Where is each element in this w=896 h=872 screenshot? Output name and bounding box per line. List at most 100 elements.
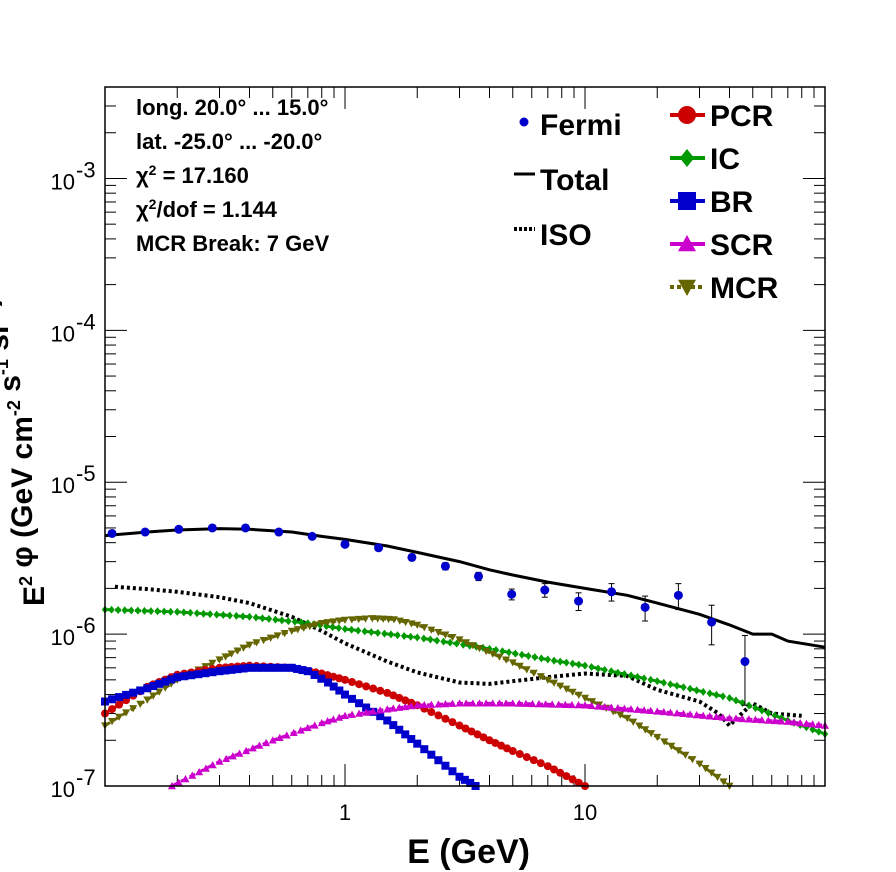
plot-frame bbox=[104, 86, 826, 787]
marker-triangle-up bbox=[242, 746, 251, 755]
marker-triangle-up bbox=[448, 699, 457, 707]
marker-diamond bbox=[128, 606, 135, 615]
marker-diamond bbox=[265, 614, 273, 623]
fermi-marker bbox=[740, 657, 750, 667]
marker-square bbox=[239, 664, 248, 673]
marker-triangle-up bbox=[181, 774, 190, 783]
marker-diamond bbox=[588, 663, 595, 672]
marker-diamond bbox=[394, 631, 401, 640]
marker-diamond bbox=[233, 611, 240, 620]
legend-label: Fermi bbox=[540, 109, 622, 142]
marker-triangle-up bbox=[607, 703, 616, 711]
marker-triangle-down bbox=[305, 623, 314, 631]
legend-item-pcr: PCR bbox=[670, 100, 774, 133]
fermi-marker bbox=[507, 589, 517, 599]
marker-triangle-down bbox=[434, 629, 443, 637]
marker-triangle-down bbox=[678, 279, 696, 296]
fermi-marker bbox=[107, 528, 117, 538]
marker-triangle-up bbox=[228, 752, 237, 760]
marker-circle bbox=[395, 693, 404, 702]
marker-diamond bbox=[518, 650, 526, 659]
marker-diamond bbox=[272, 615, 279, 624]
marker-triangle-up bbox=[348, 710, 357, 718]
fermi-point bbox=[640, 595, 650, 622]
marker-triangle-down bbox=[287, 627, 296, 635]
marker-diamond bbox=[706, 689, 713, 698]
marker-diamond bbox=[252, 613, 260, 622]
marker-circle bbox=[515, 750, 524, 759]
fermi-point bbox=[374, 543, 384, 553]
marker-diamond bbox=[246, 612, 253, 621]
marker-triangle-up bbox=[188, 771, 197, 779]
marker-square bbox=[167, 675, 176, 684]
marker-circle bbox=[362, 682, 371, 691]
marker-triangle-up bbox=[554, 700, 563, 708]
marker-diamond bbox=[557, 657, 564, 666]
marker-square bbox=[678, 192, 696, 210]
marker-triangle-down bbox=[273, 632, 282, 640]
marker-square bbox=[389, 721, 398, 730]
series-line bbox=[114, 584, 802, 729]
marker-diamond bbox=[499, 647, 506, 656]
marker-triangle-down bbox=[354, 615, 363, 624]
marker-diamond bbox=[427, 635, 434, 644]
marker-triangle-down bbox=[568, 688, 577, 696]
marker-square bbox=[448, 767, 457, 776]
marker-diamond bbox=[550, 656, 558, 665]
marker-circle bbox=[341, 675, 349, 684]
marker-triangle-up bbox=[395, 703, 404, 711]
marker-diamond bbox=[206, 610, 214, 619]
marker-triangle-up bbox=[705, 712, 714, 720]
marker-triangle-up bbox=[482, 699, 491, 707]
marker-triangle-down bbox=[293, 626, 302, 634]
marker-triangle-down bbox=[556, 682, 565, 690]
marker-diamond bbox=[745, 701, 753, 710]
marker-triangle-down bbox=[482, 647, 491, 656]
legend: Fermi Total ISO PCR IC BR SCR MCR bbox=[514, 100, 779, 305]
fermi-point bbox=[474, 571, 484, 582]
marker-diamond bbox=[180, 608, 188, 617]
marker-triangle-down bbox=[653, 733, 662, 742]
marker-square bbox=[194, 670, 203, 679]
marker-diamond bbox=[680, 683, 687, 692]
marker-diamond bbox=[525, 651, 532, 660]
y-axis-title: E2 φ (GeV cm-2 s-1 sr-1) bbox=[0, 296, 51, 606]
marker-circle bbox=[348, 678, 357, 687]
fermi-point bbox=[707, 604, 717, 646]
marker-square bbox=[273, 663, 282, 672]
marker-triangle-up bbox=[672, 709, 681, 717]
marker-diamond bbox=[361, 627, 368, 636]
marker-circle bbox=[441, 714, 450, 723]
marker-triangle-down bbox=[384, 615, 393, 624]
marker-triangle-down bbox=[136, 700, 145, 709]
marker-triangle-down bbox=[368, 615, 377, 623]
marker-diamond bbox=[544, 655, 552, 664]
marker-diamond bbox=[446, 638, 454, 647]
marker-triangle-down bbox=[616, 711, 625, 719]
marker-square bbox=[136, 686, 145, 695]
fermi-point bbox=[140, 527, 150, 537]
marker-triangle-up bbox=[626, 705, 635, 713]
marker-circle bbox=[556, 768, 565, 777]
marker-triangle-down bbox=[562, 685, 571, 693]
fermi-marker bbox=[307, 531, 317, 541]
info-line: χ2/dof = 1.144 bbox=[136, 196, 278, 222]
marker-square bbox=[395, 725, 404, 734]
marker-circle bbox=[108, 705, 117, 714]
marker-triangle-down bbox=[701, 765, 710, 773]
marker-square bbox=[287, 663, 296, 672]
marker-circle bbox=[389, 691, 398, 700]
y-tick-label-exponent: -3 bbox=[76, 157, 96, 182]
marker-triangle-up bbox=[508, 699, 517, 707]
fermi-point bbox=[407, 552, 417, 562]
marker-diamond bbox=[354, 626, 362, 635]
fermi-marker bbox=[207, 523, 217, 533]
marker-triangle-up bbox=[633, 705, 642, 713]
marker-triangle-up bbox=[335, 713, 344, 721]
marker-diamond bbox=[220, 611, 227, 620]
marker-diamond bbox=[608, 667, 615, 676]
fermi-marker bbox=[174, 524, 184, 534]
marker-triangle-up bbox=[407, 702, 416, 710]
y-tick-label: 10 bbox=[51, 169, 75, 194]
info-line: χ2 = 17.160 bbox=[136, 162, 249, 188]
